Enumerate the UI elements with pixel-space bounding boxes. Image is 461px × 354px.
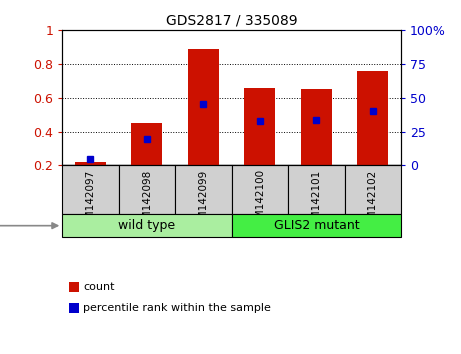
Bar [62, 214, 231, 237]
Bar [231, 214, 401, 237]
Bar [188, 49, 219, 165]
Text: GLIS2 mutant: GLIS2 mutant [273, 219, 359, 232]
Title: GDS2817 / 335089: GDS2817 / 335089 [166, 13, 297, 28]
Bar [75, 162, 106, 165]
Text: GSM142098: GSM142098 [142, 169, 152, 233]
Bar [244, 87, 275, 165]
Text: GSM142101: GSM142101 [311, 169, 321, 233]
Bar [62, 165, 118, 214]
Bar [344, 165, 401, 214]
Bar [118, 165, 175, 214]
Text: GSM142100: GSM142100 [255, 169, 265, 233]
Bar [357, 71, 388, 165]
Bar [301, 89, 332, 165]
Text: wild type: wild type [118, 219, 176, 232]
Text: GSM142102: GSM142102 [368, 169, 378, 233]
Text: genotype/variation: genotype/variation [0, 221, 58, 231]
Text: percentile rank within the sample: percentile rank within the sample [83, 303, 271, 313]
Bar [231, 165, 288, 214]
Bar [288, 165, 344, 214]
Text: GSM142099: GSM142099 [198, 169, 208, 233]
Bar [175, 165, 231, 214]
Text: count: count [83, 282, 114, 292]
Text: GSM142097: GSM142097 [85, 169, 95, 233]
Bar [131, 123, 162, 165]
